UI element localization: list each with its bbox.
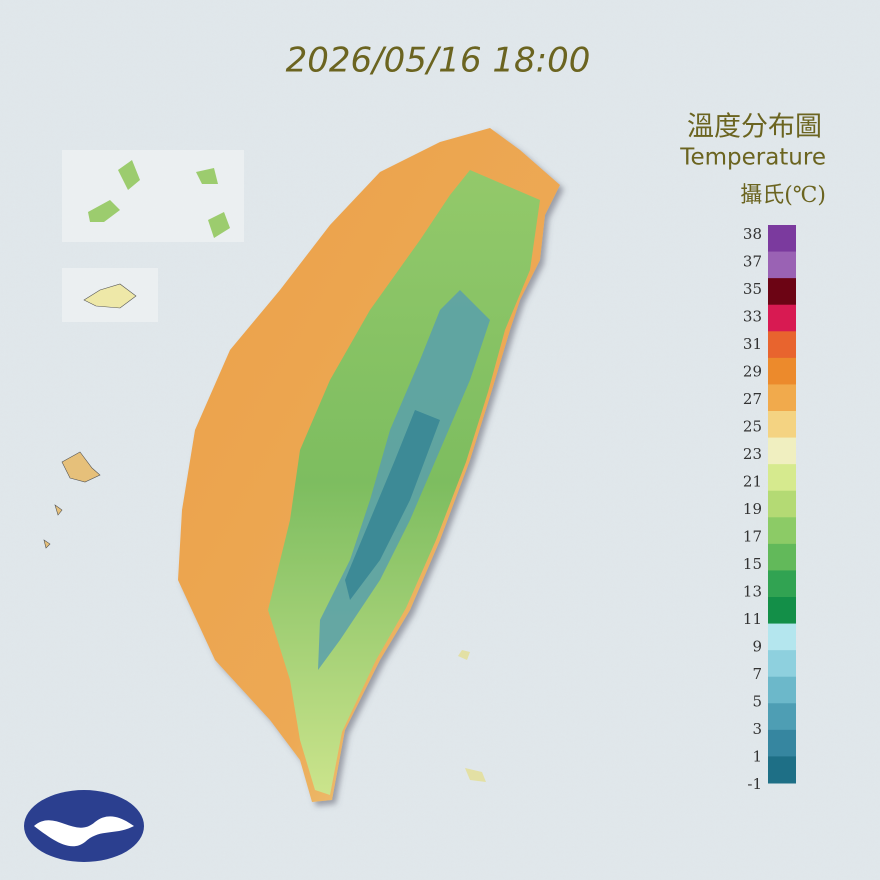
legend-label: 23 xyxy=(743,445,762,463)
legend-label: 37 xyxy=(743,253,762,271)
legend-subtitle: Temperature xyxy=(679,145,826,171)
color-swatch xyxy=(768,623,796,651)
color-swatch xyxy=(768,384,796,412)
orchid-island xyxy=(465,768,486,782)
legend-label: 21 xyxy=(743,473,762,491)
color-swatch xyxy=(768,464,796,492)
legend-label: 25 xyxy=(743,418,762,436)
color-swatch xyxy=(768,517,796,545)
matsu xyxy=(196,168,218,184)
logo-mark xyxy=(34,816,134,847)
legend-title: 溫度分布圖 xyxy=(687,112,822,143)
matsu xyxy=(208,212,230,238)
color-swatch xyxy=(768,357,796,385)
color-swatch xyxy=(768,650,796,678)
legend-label: 29 xyxy=(743,363,762,381)
penghu xyxy=(43,451,101,549)
legend-label: 3 xyxy=(752,720,762,738)
legend-label: 33 xyxy=(743,308,762,326)
legend-label: 27 xyxy=(743,390,762,408)
legend-label: 13 xyxy=(743,583,762,601)
legend-label: 38 xyxy=(743,225,762,243)
color-swatch xyxy=(768,331,796,359)
color-swatch xyxy=(768,304,796,332)
legend-label: 17 xyxy=(743,528,762,546)
legend-label: 1 xyxy=(752,748,762,766)
legend-unit: 攝氏(℃) xyxy=(740,183,826,208)
color-swatch xyxy=(768,225,796,253)
island xyxy=(83,283,137,309)
color-swatch xyxy=(768,411,796,439)
color-swatch xyxy=(768,278,796,306)
logo xyxy=(24,790,144,862)
color-swatch xyxy=(768,437,796,465)
taiwan xyxy=(178,128,560,802)
legend-label: 7 xyxy=(752,665,762,683)
green-island xyxy=(458,650,470,660)
color-swatch xyxy=(768,703,796,731)
legend-label: 9 xyxy=(752,638,762,656)
color-swatch xyxy=(768,756,796,784)
color-swatch xyxy=(768,570,796,598)
kinmen xyxy=(118,160,140,190)
legend-label: 31 xyxy=(743,335,762,353)
color-swatch xyxy=(768,676,796,704)
color-swatch xyxy=(768,251,796,279)
legend-label: 35 xyxy=(743,280,762,298)
color-swatch xyxy=(768,597,796,625)
color-swatch xyxy=(768,543,796,571)
legend-label: -1 xyxy=(747,775,762,793)
timestamp: 2026/05/16 18:00 xyxy=(286,41,591,81)
legend-label: 19 xyxy=(743,500,762,518)
color-swatch xyxy=(768,490,796,518)
legend-label: 5 xyxy=(752,693,762,711)
legend-label: 15 xyxy=(743,555,762,573)
color-swatch xyxy=(768,729,796,757)
kinmen xyxy=(88,200,120,222)
legend-label: 11 xyxy=(743,610,762,628)
